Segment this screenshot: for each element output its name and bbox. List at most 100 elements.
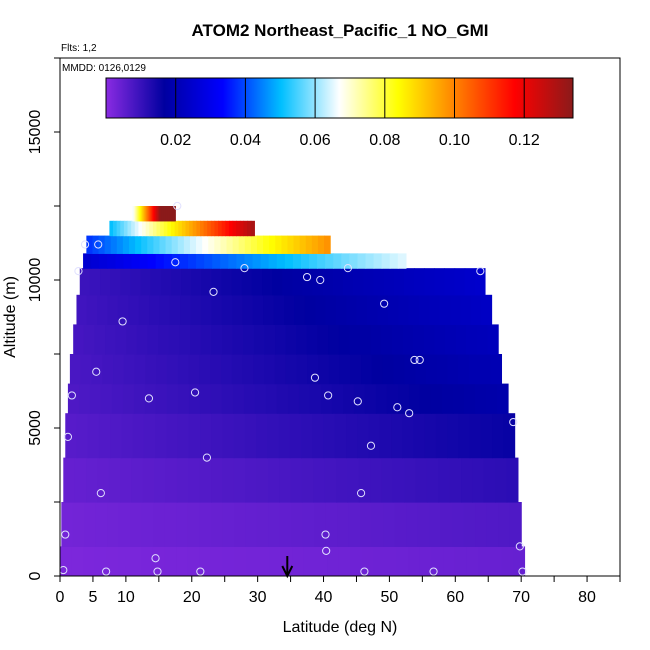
heatmap-cell: [94, 546, 108, 576]
heatmap-cell: [127, 220, 132, 237]
heatmap-cell: [76, 294, 88, 325]
heatmap-cell: [436, 354, 449, 385]
heatmap-cell: [207, 220, 212, 237]
heatmap-cell: [250, 220, 255, 237]
heatmap-cell: [211, 268, 223, 296]
heatmap-layer: [73, 324, 499, 355]
heatmap-cell: [100, 383, 113, 414]
heatmap-cell: [338, 324, 350, 355]
heatmap-cell: [165, 457, 178, 503]
heatmap-cell: [225, 220, 230, 237]
heatmap-cell: [383, 268, 395, 296]
sample-point: [360, 567, 369, 576]
heatmap-cell: [252, 253, 262, 269]
heatmap-cell: [492, 413, 504, 459]
sample-point: [353, 397, 362, 406]
heatmap-cell: [149, 294, 161, 325]
heatmap-cell: [466, 324, 478, 355]
heatmap-cell: [177, 383, 190, 414]
heatmap-cell: [189, 235, 197, 254]
heatmap-cell: [300, 253, 310, 269]
heatmap-cell: [95, 502, 108, 547]
heatmap-cell: [211, 457, 223, 503]
heatmap-cell: [268, 502, 281, 547]
heatmap-cell: [160, 220, 165, 237]
heatmap-cell: [61, 502, 74, 547]
heatmap-cell: [142, 457, 155, 503]
heatmap-cell: [147, 253, 157, 269]
heatmap-cell: [107, 253, 116, 269]
heatmap-cell: [211, 324, 223, 355]
heatmap-cell: [331, 383, 344, 414]
x-tick-label: 40: [315, 589, 333, 606]
heatmap-cell: [419, 383, 432, 414]
sample-point: [476, 267, 485, 276]
heatmap-cell: [221, 324, 234, 355]
heatmap-cell: [361, 546, 375, 576]
heatmap-cell: [159, 235, 167, 254]
heatmap-cell: [290, 457, 303, 503]
heatmap-layer: [83, 253, 407, 269]
heatmap-cell: [434, 268, 446, 296]
heatmap-cell: [239, 220, 245, 237]
heatmap-cell: [263, 294, 275, 325]
heatmap-cell: [360, 502, 373, 547]
heatmap-cell: [463, 383, 476, 414]
heatmap-cell: [470, 294, 482, 325]
heatmap-cell: [129, 235, 136, 254]
heatmap-cell: [142, 206, 144, 222]
heatmap-layer: [63, 457, 519, 503]
heatmap-cell: [242, 294, 254, 325]
heatmap-cell: [222, 413, 235, 459]
heatmap-cell: [489, 546, 502, 576]
heatmap-cell: [241, 268, 253, 296]
heatmap-cell: [398, 294, 410, 325]
heatmap-cell: [164, 502, 177, 547]
heatmap-cell: [254, 383, 267, 414]
heatmap-cell: [251, 268, 263, 296]
heatmap-cell: [133, 206, 136, 222]
colorbar-tick-label: 0.06: [300, 132, 331, 149]
y-tick-label: 0: [27, 571, 44, 580]
sample-point: [321, 530, 330, 539]
sample-point: [322, 546, 331, 555]
heatmap-cell: [305, 235, 313, 254]
heatmap-cell: [276, 383, 289, 414]
heatmap-cell: [278, 413, 291, 459]
heatmap-cell: [226, 235, 234, 254]
heatmap-cell: [419, 546, 433, 576]
heatmap-cell: [172, 206, 174, 222]
heatmap-layer: [65, 413, 516, 459]
heatmap-cell: [328, 324, 340, 355]
heatmap-cell: [287, 383, 300, 414]
heatmap-cell: [252, 294, 264, 325]
heatmap-cell: [153, 235, 161, 254]
heatmap-cell: [440, 502, 453, 547]
heatmap-cell: [109, 220, 114, 237]
heatmap-cell: [156, 206, 158, 222]
heatmap-cell: [393, 268, 405, 296]
heatmap-cell: [275, 324, 287, 355]
heatmap-cell: [181, 220, 187, 237]
heatmap-cell: [386, 383, 399, 414]
heatmap-cell: [469, 413, 482, 459]
heatmap-cell: [134, 206, 137, 222]
heatmap-cell: [98, 413, 111, 459]
heatmap-cell: [443, 546, 456, 576]
sample-points: [60, 201, 527, 576]
heatmap-cell: [472, 457, 485, 503]
heatmap-cell: [147, 324, 159, 355]
heatmap-cell: [429, 502, 442, 547]
heatmap-cell: [173, 206, 175, 222]
heatmap-cell: [122, 383, 135, 414]
heatmap-cell: [192, 220, 197, 237]
heatmap-cell: [402, 413, 415, 459]
heatmap-cell: [210, 220, 216, 237]
sample-point: [94, 240, 103, 249]
sample-point: [80, 240, 90, 249]
heatmap-cell: [188, 354, 200, 385]
heatmap-cell: [159, 294, 171, 325]
heatmap-cell: [323, 413, 336, 459]
heatmap-cell: [73, 324, 85, 355]
heatmap-cell: [200, 220, 205, 237]
